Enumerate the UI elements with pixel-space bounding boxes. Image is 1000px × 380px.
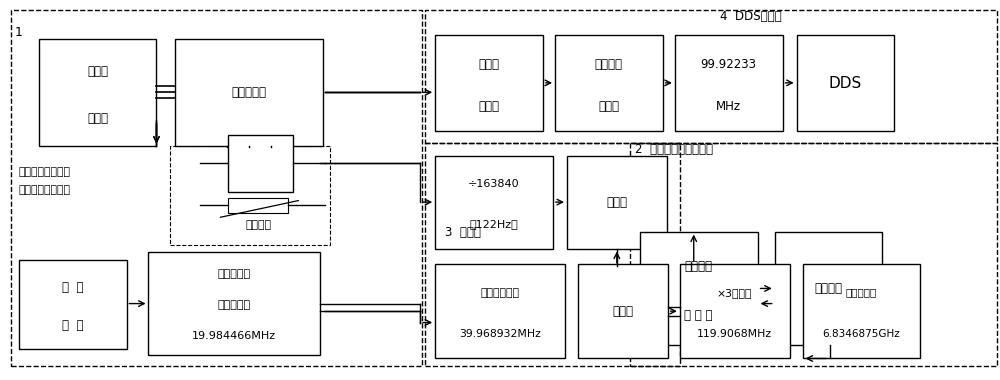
Bar <box>680 264 790 358</box>
Text: 99.92233: 99.92233 <box>701 58 757 71</box>
Text: 增益控制: 增益控制 <box>685 260 713 273</box>
Text: ×3倍频器: ×3倍频器 <box>717 288 752 298</box>
Text: 4  DDS时钟源: 4 DDS时钟源 <box>720 10 781 24</box>
Text: 制电路: 制电路 <box>87 112 108 125</box>
Bar <box>228 135 293 192</box>
Text: 1: 1 <box>15 25 23 38</box>
Text: 调谐放大: 调谐放大 <box>595 58 623 71</box>
Text: 压  控: 压 控 <box>62 280 83 294</box>
Text: 波选频: 波选频 <box>479 100 500 112</box>
Text: 热敏电阻: 热敏电阻 <box>245 220 271 230</box>
Text: 2  自动增益控制放大器: 2 自动增益控制放大器 <box>635 143 713 156</box>
Text: DDS: DDS <box>829 76 862 90</box>
Bar <box>567 156 667 249</box>
Text: 119.9068MHz: 119.9068MHz <box>697 329 772 339</box>
Bar <box>630 142 997 366</box>
Text: 具有倍频功能的温: 具有倍频功能的温 <box>19 167 71 177</box>
Bar <box>148 252 320 355</box>
Bar <box>797 35 894 131</box>
Bar <box>775 232 882 345</box>
Text: 放 大 器: 放 大 器 <box>684 309 713 322</box>
Bar <box>803 264 920 358</box>
Bar <box>175 38 323 146</box>
Text: 五次谐: 五次谐 <box>479 58 500 71</box>
Text: （122Hz）: （122Hz） <box>470 220 518 230</box>
Text: 输  入: 输 入 <box>62 319 83 332</box>
Bar <box>435 35 543 131</box>
Bar <box>425 10 997 142</box>
Text: MHz: MHz <box>716 100 741 112</box>
Bar <box>39 38 156 146</box>
Text: 非整数晶体: 非整数晶体 <box>218 269 251 279</box>
Bar <box>675 35 783 131</box>
Text: 调相器: 调相器 <box>612 305 633 318</box>
Text: 控压控晶体振荡器: 控压控晶体振荡器 <box>19 185 71 195</box>
Text: 6.8346875GHz: 6.8346875GHz <box>823 329 900 339</box>
Text: 3  调频器: 3 调频器 <box>445 226 481 239</box>
Bar <box>578 264 668 358</box>
Text: 二次谐波选频: 二次谐波选频 <box>480 288 520 298</box>
Bar <box>19 260 127 349</box>
Bar <box>170 146 330 245</box>
Text: 39.968932MHz: 39.968932MHz <box>459 329 541 339</box>
Bar <box>435 264 565 358</box>
Text: 微波倍频器: 微波倍频器 <box>846 288 877 298</box>
Text: 与整形: 与整形 <box>598 100 619 112</box>
Text: ÷163840: ÷163840 <box>468 179 520 189</box>
Bar <box>435 156 553 249</box>
Bar <box>11 10 422 366</box>
Bar <box>425 142 680 366</box>
Text: 匹配网络: 匹配网络 <box>815 282 843 295</box>
Text: 恒温控: 恒温控 <box>87 65 108 78</box>
Bar <box>640 232 758 345</box>
Text: 加热晶体管: 加热晶体管 <box>232 86 267 99</box>
Text: 积分器: 积分器 <box>606 196 627 209</box>
Text: 19.984466MHz: 19.984466MHz <box>192 331 276 341</box>
Bar <box>228 198 288 213</box>
Text: 压控振荡器: 压控振荡器 <box>218 300 251 310</box>
Bar <box>555 35 663 131</box>
